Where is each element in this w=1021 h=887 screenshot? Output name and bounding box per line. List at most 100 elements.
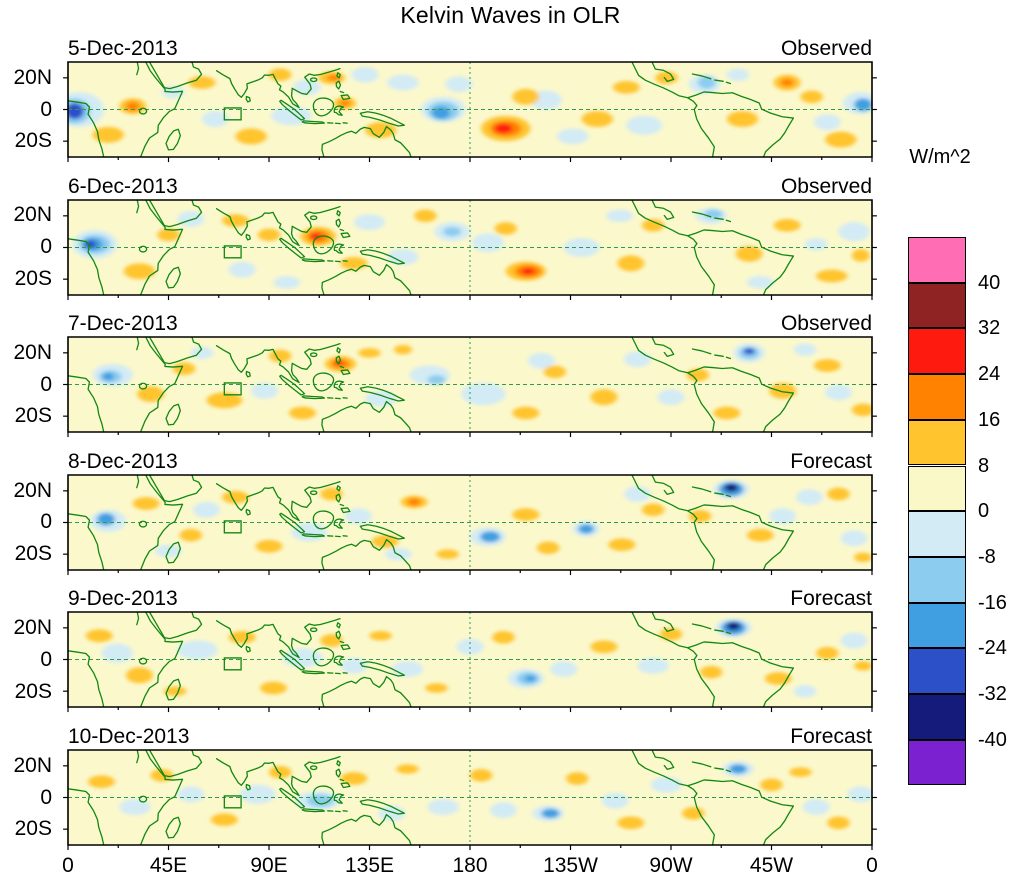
anomaly-blob bbox=[293, 79, 321, 96]
colorbar-tick-label: 24 bbox=[978, 363, 1001, 386]
coastline-path bbox=[139, 246, 146, 252]
anomaly-blob bbox=[840, 530, 868, 547]
anomaly-blob bbox=[137, 386, 165, 403]
coastline-path bbox=[68, 101, 104, 157]
anomaly-blob bbox=[340, 658, 368, 675]
anomaly-blob bbox=[537, 541, 560, 554]
anomaly-blob bbox=[387, 248, 419, 265]
coastline-path bbox=[336, 494, 340, 502]
coastline-path bbox=[137, 475, 139, 488]
coastline-path bbox=[360, 249, 404, 263]
anomaly-blob bbox=[590, 640, 618, 654]
coastline-path bbox=[322, 127, 411, 157]
anomaly-blob bbox=[697, 76, 716, 89]
coastline-path bbox=[322, 539, 411, 569]
anomaly-blob bbox=[177, 640, 218, 660]
chart-title: Kelvin Waves in OLR bbox=[400, 2, 621, 28]
coastline-path bbox=[68, 789, 104, 845]
coastline-path bbox=[652, 337, 674, 356]
coastline-path bbox=[246, 234, 250, 239]
anomaly-blob bbox=[601, 792, 629, 809]
colorbar-tick-label: -32 bbox=[978, 683, 1007, 705]
coastline-path bbox=[68, 651, 104, 707]
coastline-path bbox=[246, 372, 250, 377]
region-box bbox=[224, 108, 241, 120]
coastline-path bbox=[139, 521, 146, 527]
panel-header: 9-Dec-2013 Forecast bbox=[68, 587, 872, 611]
coastline-path bbox=[632, 62, 714, 157]
anomaly-blob bbox=[235, 128, 267, 145]
colorbar-tick-label: 0 bbox=[978, 500, 990, 523]
coastline-path bbox=[166, 267, 180, 288]
anomaly-blob bbox=[793, 685, 817, 698]
anomaly-blob bbox=[190, 346, 214, 360]
anomaly-blob bbox=[512, 88, 540, 105]
anomaly-blob bbox=[769, 508, 797, 524]
panel-header: 8-Dec-2013 Forecast bbox=[68, 450, 872, 474]
coastline-path bbox=[360, 525, 404, 539]
x-tick-label: 0 bbox=[866, 854, 878, 877]
anomaly-blob bbox=[102, 372, 114, 381]
coastline-path bbox=[360, 662, 404, 676]
anomaly-blob bbox=[494, 123, 513, 134]
anomaly-blob bbox=[612, 81, 640, 94]
coastline-path bbox=[150, 612, 202, 639]
coastline-path bbox=[166, 129, 180, 150]
coastline-path bbox=[692, 762, 730, 772]
coastline-path bbox=[341, 508, 350, 513]
anomaly-blob bbox=[789, 767, 812, 777]
x-tick-label: 180 bbox=[452, 854, 488, 877]
map-panel-svg bbox=[68, 612, 872, 707]
coastline-path bbox=[217, 484, 275, 511]
panel-date-label: 5-Dec-2013 bbox=[68, 37, 178, 60]
anomaly-blob bbox=[557, 128, 589, 145]
coastline-path bbox=[652, 200, 674, 219]
anomaly-blob bbox=[773, 218, 801, 232]
coastline-path bbox=[302, 121, 324, 124]
coastline-path bbox=[166, 817, 180, 838]
anomaly-blob bbox=[735, 245, 763, 262]
anomaly-blob bbox=[456, 639, 484, 656]
anomaly-layer bbox=[90, 479, 872, 562]
anomaly-blob bbox=[726, 111, 759, 127]
coastline-path bbox=[274, 206, 340, 245]
coastline-path bbox=[166, 404, 180, 425]
coastline-path bbox=[340, 229, 343, 230]
anomaly-blob bbox=[88, 775, 115, 788]
anomaly-blob bbox=[436, 549, 459, 559]
coastline-path bbox=[341, 645, 350, 650]
coastline-path bbox=[322, 677, 411, 707]
coastline-path bbox=[328, 260, 347, 261]
coastline-path bbox=[692, 349, 730, 359]
anomaly-blob bbox=[480, 531, 501, 543]
anomaly-blob bbox=[273, 275, 301, 289]
anomaly-blob bbox=[793, 343, 817, 357]
panel-source-label: Forecast bbox=[790, 449, 872, 473]
anomaly-blob bbox=[838, 221, 870, 241]
coastline-path bbox=[340, 91, 343, 92]
anomaly-blob bbox=[445, 76, 473, 93]
coastline-path bbox=[340, 367, 343, 368]
coastline-path bbox=[139, 383, 146, 389]
anomaly-blob bbox=[624, 351, 651, 368]
anomaly-blob bbox=[340, 772, 368, 785]
anomaly-blob bbox=[746, 528, 774, 542]
anomaly-blob bbox=[210, 813, 238, 826]
anomaly-blob bbox=[85, 629, 113, 643]
coastline-path bbox=[652, 475, 674, 494]
coastline-path bbox=[336, 356, 340, 364]
coastline-path bbox=[322, 815, 411, 845]
coastline-path bbox=[68, 376, 104, 432]
anomaly-blob bbox=[228, 261, 256, 278]
anomaly-blob bbox=[769, 383, 797, 399]
anomaly-blob bbox=[123, 262, 156, 279]
anomaly-blob bbox=[289, 406, 316, 420]
coastline-path bbox=[141, 200, 183, 295]
coastline-path bbox=[311, 78, 317, 81]
anomaly-blob bbox=[126, 667, 153, 684]
anomaly-blob bbox=[637, 658, 669, 675]
colorbar-tick-label: -40 bbox=[978, 728, 1007, 751]
y-tick-label: 20N bbox=[13, 616, 52, 640]
anomaly-blob bbox=[470, 769, 493, 782]
panel-date-label: 10-Dec-2013 bbox=[68, 725, 190, 748]
